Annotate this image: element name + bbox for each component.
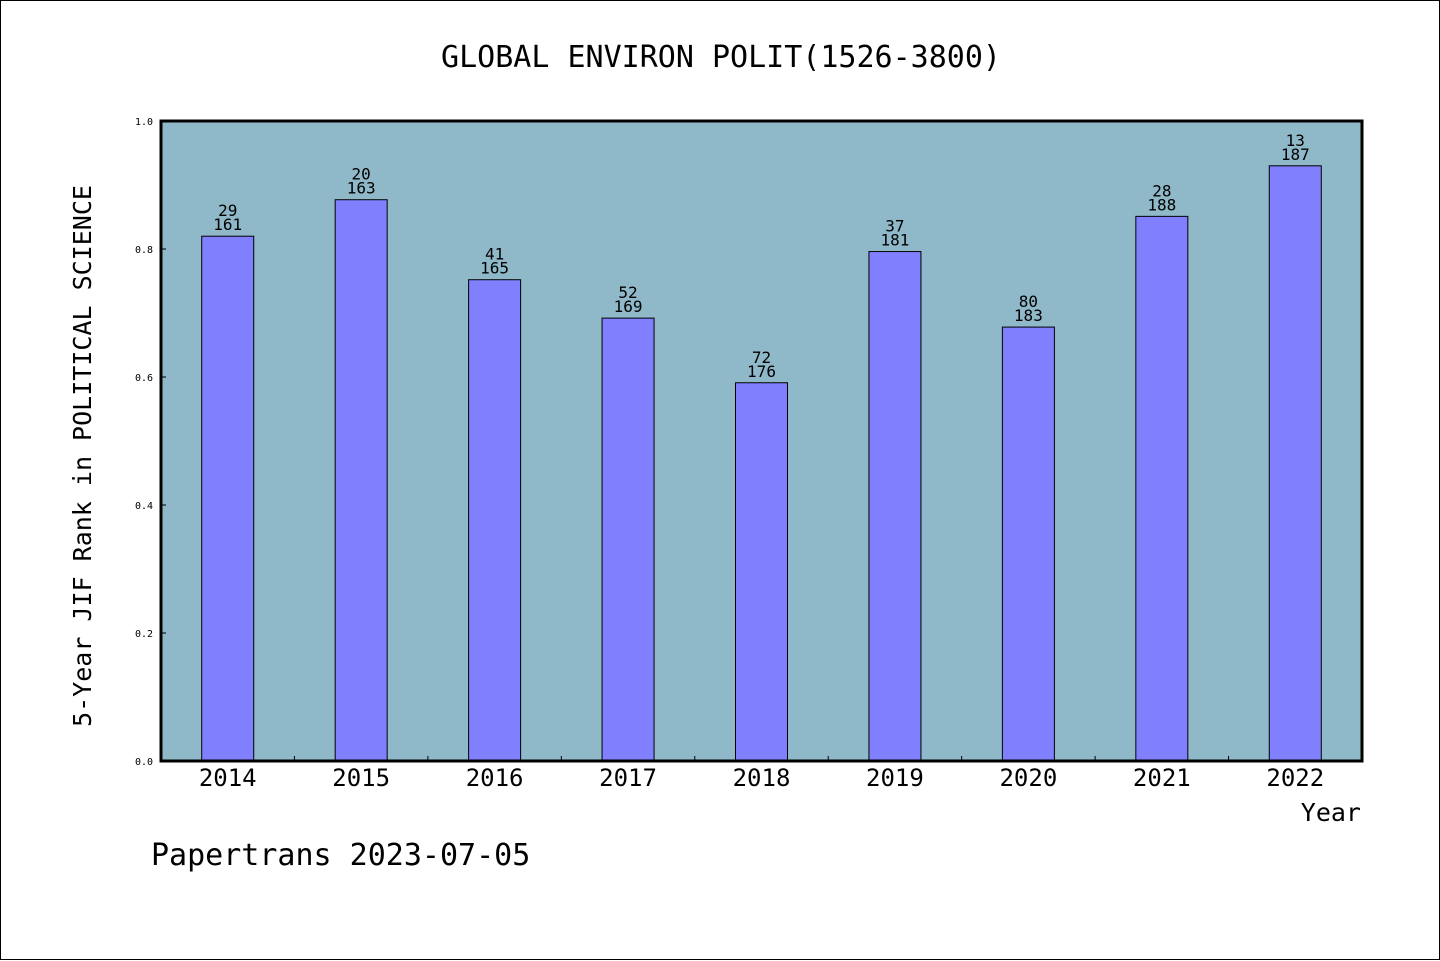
rank-label-2014: 29 [218,201,237,220]
rank-label-2018: 72 [752,348,771,367]
bar-2019 [868,251,922,762]
x-axis-label: Year [1301,798,1361,827]
rank-label-2020: 80 [1019,292,1038,311]
bar-2014 [201,235,255,762]
footer-text: Papertrans 2023-07-05 [151,838,530,873]
total-label-2020: 183 [1014,306,1043,325]
x-tick-label-2019: 2019 [866,764,924,792]
total-label-2017: 169 [614,297,643,316]
rank-label-2021: 28 [1152,181,1171,200]
plot-border [159,119,1364,763]
total-label-2021: 188 [1147,195,1176,214]
x-tick-label-2018: 2018 [733,764,791,792]
rank-label-2016: 41 [485,245,504,264]
rank-label-2019: 37 [885,217,904,236]
x-tick-label-2017: 2017 [599,764,657,792]
y-tick-label: 0.0 [135,757,153,768]
rank-label-2022: 13 [1286,131,1305,150]
bar-2022 [1268,165,1322,762]
total-label-2022: 187 [1281,145,1310,164]
y-tick-label: 0.6 [135,373,153,384]
rank-label-2017: 52 [618,283,637,302]
x-tick-label-2014: 2014 [199,764,257,792]
x-tick-label-2020: 2020 [999,764,1057,792]
bar-2018 [735,382,788,762]
x-tick-label-2021: 2021 [1133,764,1191,792]
total-label-2016: 165 [480,259,509,278]
x-tick-label-2015: 2015 [332,764,390,792]
total-label-2018: 176 [747,362,776,381]
rank-label-2015: 20 [352,165,371,184]
bar-2015 [334,199,388,762]
y-tick-label: 0.4 [135,501,153,512]
bar-2017 [601,317,655,762]
x-tick-label-2022: 2022 [1266,764,1324,792]
total-label-2019: 181 [880,231,909,250]
bar-2021 [1135,215,1189,762]
y-tick-label: 0.2 [135,629,153,640]
y-tick-label: 0.8 [135,245,153,256]
y-axis-label: 5-Year JIF Rank in POLITICAL SCIENCE [68,185,97,727]
x-tick-label-2016: 2016 [466,764,524,792]
bar-2016 [468,279,522,762]
total-label-2014: 161 [213,215,242,234]
bar-2020 [1001,326,1055,762]
total-label-2015: 163 [347,179,376,198]
y-tick-label: 1.0 [135,117,153,128]
chart-title: GLOBAL ENVIRON POLIT(1526-3800) [441,40,1001,75]
